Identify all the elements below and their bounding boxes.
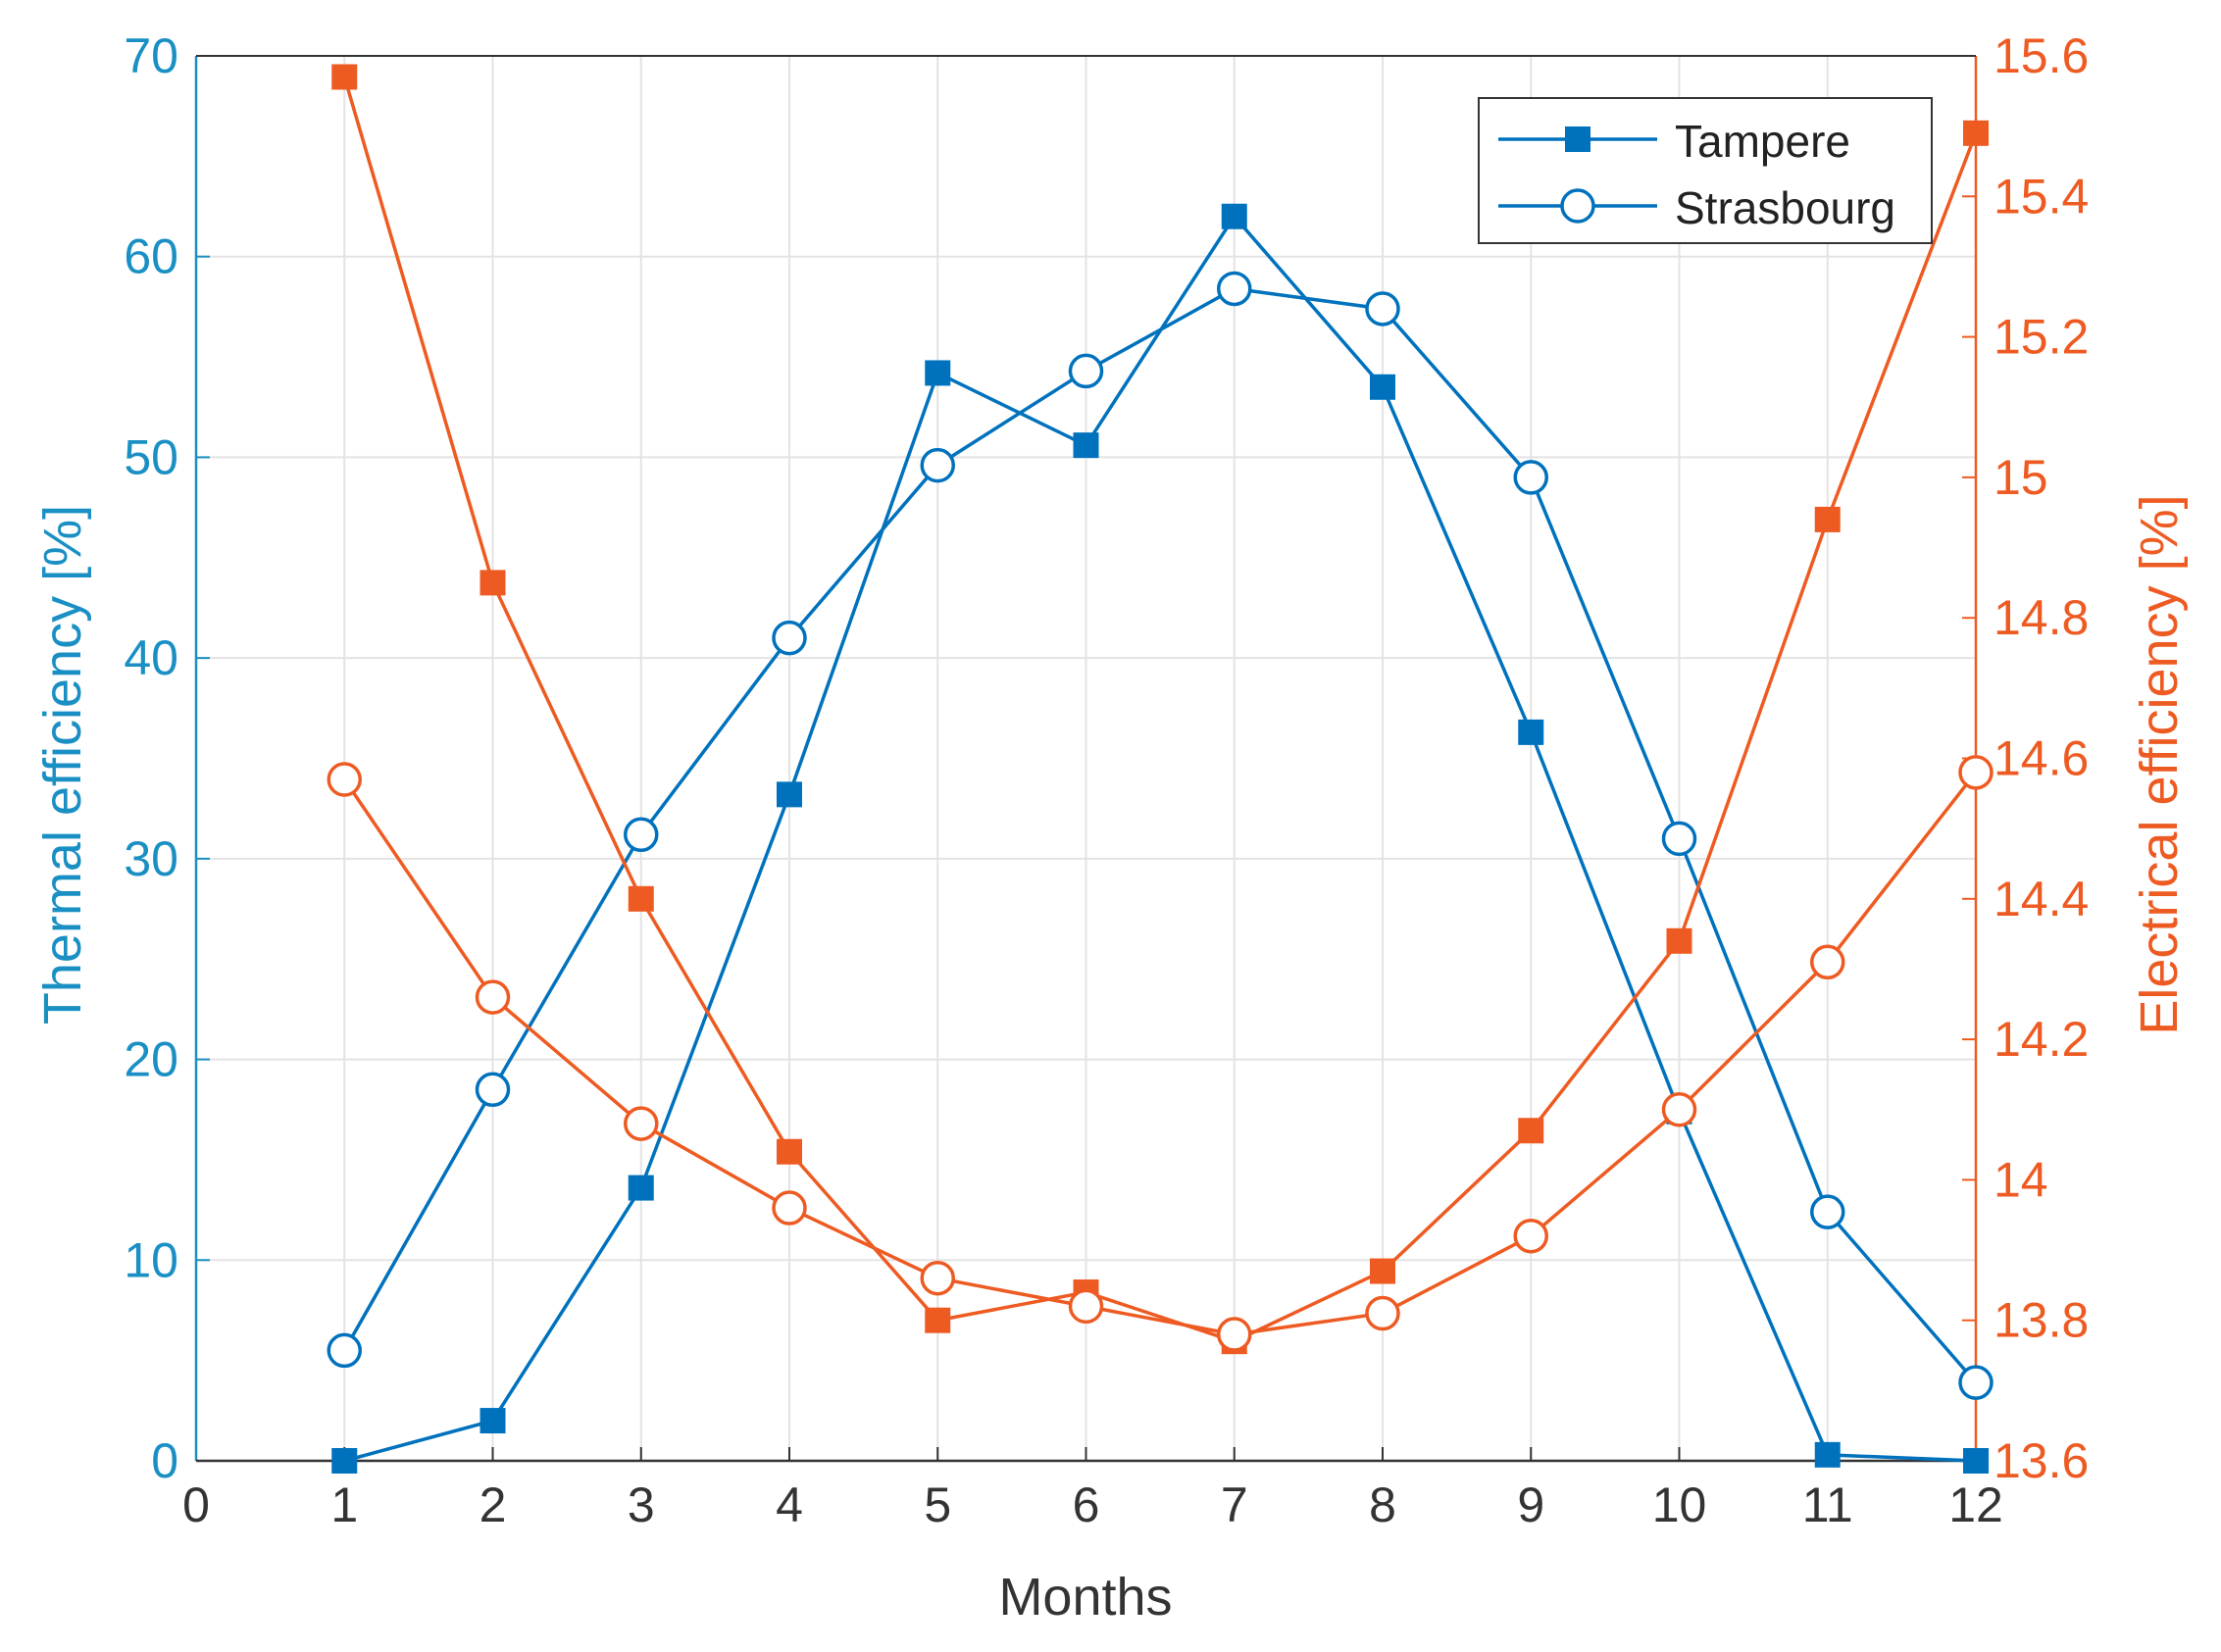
data-point-circle xyxy=(1217,1317,1252,1352)
legend-box xyxy=(1478,97,1933,244)
right-tick-label: 14 xyxy=(1994,1152,2048,1207)
series-strasbourg-electrical xyxy=(327,755,1994,1352)
x-tick-label: 4 xyxy=(776,1477,803,1532)
right-tick-label: 13.6 xyxy=(1994,1433,2089,1488)
data-point-circle xyxy=(1661,1092,1697,1127)
data-point-circle xyxy=(1513,1218,1548,1254)
data-point-circle xyxy=(624,817,659,853)
data-point-circle xyxy=(327,1332,362,1369)
x-tick-label: 7 xyxy=(1221,1477,1248,1532)
data-point-square xyxy=(925,360,951,386)
left-tick-label: 70 xyxy=(124,28,178,83)
left-tick-label: 40 xyxy=(124,630,178,685)
x-tick-label: 3 xyxy=(628,1477,655,1532)
left-tick-label: 20 xyxy=(124,1032,178,1087)
x-tick-label: 1 xyxy=(330,1477,358,1532)
data-point-square xyxy=(1963,1448,1989,1474)
data-point-circle xyxy=(1661,821,1697,857)
legend-marker-tampere xyxy=(1565,126,1590,152)
right-tick-label: 15.2 xyxy=(1994,310,2089,365)
legend-label-tampere: Tampere xyxy=(1675,116,1850,167)
x-tick-label: 10 xyxy=(1652,1477,1707,1532)
x-tick-label: 2 xyxy=(480,1477,507,1532)
series-strasbourg-thermal xyxy=(327,271,1994,1400)
right-tick-label: 14.4 xyxy=(1994,872,2089,926)
data-point-square xyxy=(1814,1441,1841,1468)
data-point-square xyxy=(1370,1258,1395,1284)
right-tick-label: 15.4 xyxy=(1994,169,2089,224)
data-point-square xyxy=(1814,506,1841,532)
series-line xyxy=(342,286,1978,1384)
data-point-circle xyxy=(1217,271,1252,307)
data-point-circle xyxy=(624,1106,659,1141)
data-point-circle xyxy=(1068,353,1104,389)
data-point-circle xyxy=(475,1072,511,1108)
data-point-circle xyxy=(920,447,955,483)
data-point-circle xyxy=(327,762,362,797)
data-point-square xyxy=(1073,432,1099,459)
x-tick-label: 6 xyxy=(1073,1477,1100,1532)
data-point-circle xyxy=(1958,1365,1994,1400)
x-tick-label: 11 xyxy=(1802,1477,1853,1532)
x-axis-title: Months xyxy=(998,1568,1172,1627)
data-point-circle xyxy=(1365,1295,1400,1331)
series xyxy=(327,64,1994,1474)
series-line xyxy=(342,771,1978,1336)
data-point-square xyxy=(331,1448,358,1474)
data-point-square xyxy=(331,64,358,90)
left-tick-label: 10 xyxy=(124,1232,178,1287)
series-line xyxy=(342,76,1978,1344)
data-point-square xyxy=(480,1408,506,1434)
left-axis-title: Thermal efficiency [%] xyxy=(33,505,92,1025)
data-point-square xyxy=(777,1138,802,1165)
data-point-circle xyxy=(1810,1194,1845,1229)
data-point-circle xyxy=(920,1260,955,1296)
right-tick-label: 15 xyxy=(1994,450,2048,505)
data-point-circle xyxy=(1810,944,1845,980)
data-point-square xyxy=(1518,1118,1544,1144)
x-tick-label: 8 xyxy=(1369,1477,1396,1532)
x-tick-label: 5 xyxy=(924,1477,951,1532)
data-point-square xyxy=(925,1307,951,1333)
data-point-circle xyxy=(1513,460,1548,495)
data-point-square xyxy=(628,885,654,912)
data-point-square xyxy=(480,570,506,596)
data-point-square xyxy=(1963,120,1989,146)
data-point-circle xyxy=(772,1190,807,1226)
data-point-square xyxy=(1666,927,1692,954)
data-point-circle xyxy=(1958,755,1994,790)
right-tick-label: 13.8 xyxy=(1994,1293,2089,1348)
legend-label-strasbourg: Strasbourg xyxy=(1675,182,1895,233)
right-tick-label: 14.8 xyxy=(1994,590,2089,645)
left-tick-label: 30 xyxy=(124,831,178,886)
left-tick-label: 60 xyxy=(124,229,178,284)
data-point-circle xyxy=(1365,291,1400,326)
x-tick-label: 0 xyxy=(182,1477,210,1532)
data-point-circle xyxy=(1068,1288,1104,1325)
data-point-square xyxy=(1221,203,1247,229)
legend-marker-strasbourg xyxy=(1560,188,1595,224)
data-point-square xyxy=(1518,719,1544,745)
data-point-circle xyxy=(772,620,807,656)
right-tick-label: 14.6 xyxy=(1994,731,2089,786)
data-point-square xyxy=(777,781,802,808)
right-axis-title: Electrical efficiency [%] xyxy=(2130,494,2189,1034)
right-tick-label: 15.6 xyxy=(1994,28,2089,83)
right-tick-label: 14.2 xyxy=(1994,1012,2089,1067)
tick-labels: 0 1 2 3 4 5 6 7 8 9 10 11 1201020304050607013.613.81… xyxy=(124,28,2089,1532)
x-tick-label: 12 xyxy=(1948,1477,2003,1532)
x-tick-label: 9 xyxy=(1517,1477,1544,1532)
data-point-square xyxy=(1370,374,1395,400)
legend: Tampere Strasbourg xyxy=(1478,97,1933,244)
left-tick-label: 0 xyxy=(151,1433,178,1488)
data-point-square xyxy=(628,1175,654,1201)
data-point-circle xyxy=(475,979,511,1015)
left-tick-label: 50 xyxy=(124,429,178,484)
